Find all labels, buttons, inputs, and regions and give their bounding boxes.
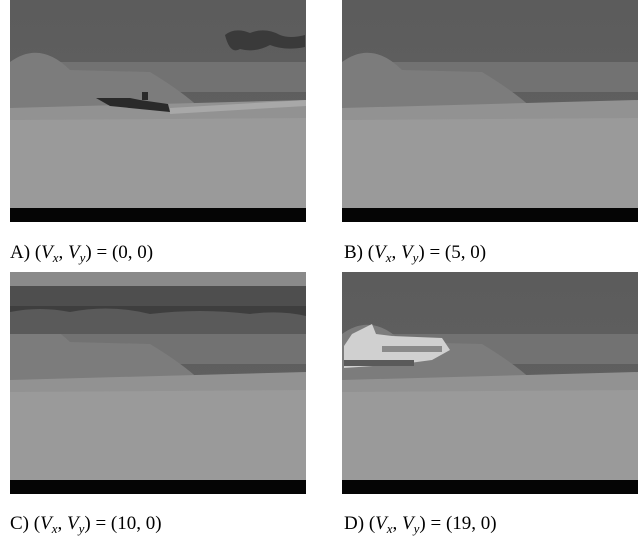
value: (10, 0) — [111, 513, 162, 534]
caption-d: D) (Vx, Vy) = (19, 0) — [344, 513, 497, 536]
paren: ) — [84, 513, 90, 534]
label: C) — [10, 513, 29, 534]
comma: , — [57, 513, 62, 534]
label: B) — [344, 242, 363, 263]
equals: = — [429, 242, 440, 263]
equals: = — [95, 513, 106, 534]
panel-c — [10, 272, 306, 494]
comma: , — [59, 242, 64, 263]
value: (0, 0) — [112, 242, 153, 263]
paren: ) — [85, 242, 91, 263]
comma: , — [391, 242, 396, 263]
figure: A) (Vx, Vy) = (0, 0) B) (Vx, Vy) = (5, 0… — [0, 0, 638, 542]
panel-a — [10, 0, 306, 222]
equals: = — [97, 242, 108, 263]
panel-d — [342, 272, 638, 494]
panel-b — [342, 0, 638, 222]
equals: = — [431, 513, 442, 534]
value: (5, 0) — [445, 242, 486, 263]
label: D) — [344, 513, 364, 534]
caption-c: C) (Vx, Vy) = (10, 0) — [10, 513, 162, 536]
caption-a: A) (Vx, Vy) = (0, 0) — [10, 242, 153, 265]
comma: , — [393, 513, 398, 534]
paren: ) — [419, 513, 425, 534]
value: (19, 0) — [446, 513, 497, 534]
caption-b: B) (Vx, Vy) = (5, 0) — [344, 242, 486, 265]
label: A) — [10, 242, 30, 263]
paren: ) — [418, 242, 424, 263]
